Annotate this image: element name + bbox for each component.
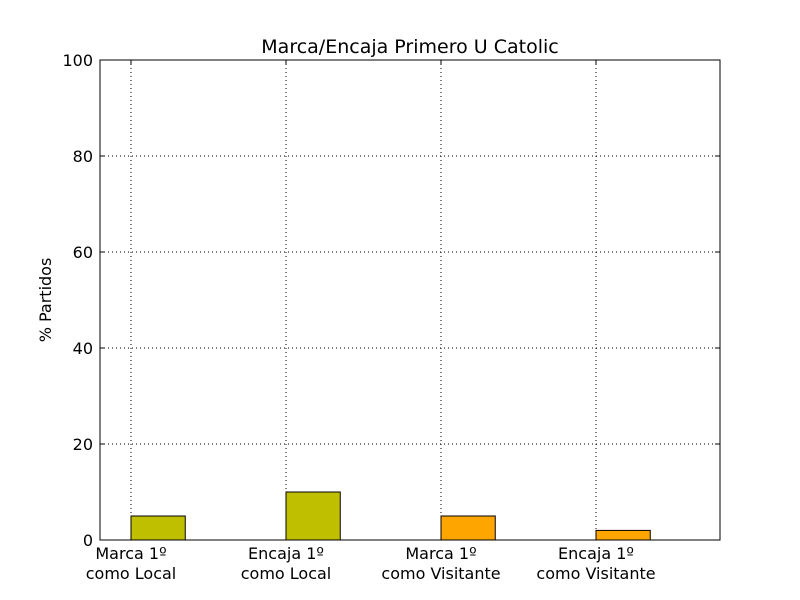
x-tick-label: Encaja 1º como Visitante xyxy=(536,544,655,583)
grid-lines xyxy=(100,60,720,540)
bar xyxy=(285,491,341,541)
y-tick-label: 0 xyxy=(83,531,93,550)
y-tick-labels: 0 20 40 60 80 100 xyxy=(62,51,93,550)
axis-ticks xyxy=(100,59,720,541)
plot-frame xyxy=(99,59,721,541)
y-axis-label: % Partidos xyxy=(36,258,55,343)
chart-title: Marca/Encaja Primero U Catolic xyxy=(261,36,558,58)
y-tick-label: 80 xyxy=(73,147,93,166)
x-tick-label: Marca 1º como Local xyxy=(86,544,177,583)
y-tick-label: 40 xyxy=(73,339,93,358)
y-tick-label: 60 xyxy=(73,243,93,262)
bars xyxy=(130,491,651,541)
x-tick-labels: Marca 1º como Local Encaja 1º como Local Mar… xyxy=(86,544,656,583)
bar xyxy=(595,529,651,541)
x-tick-label: Encaja 1º como Local xyxy=(241,544,332,583)
bar xyxy=(130,515,186,541)
y-tick-label: 20 xyxy=(73,435,93,454)
bar xyxy=(440,515,496,541)
x-tick-label: Marca 1º como Visitante xyxy=(381,544,500,583)
y-tick-label: 100 xyxy=(62,51,93,70)
